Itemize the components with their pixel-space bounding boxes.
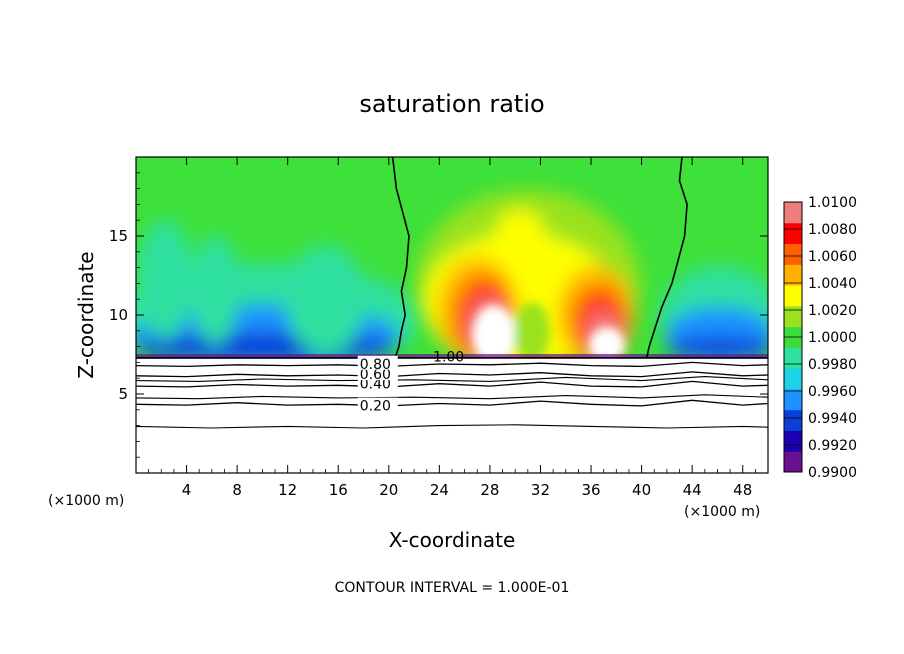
contour-line-0.60 (136, 371, 768, 378)
central-field-region (416, 190, 640, 359)
colorbar-tick-label: 1.0020 (808, 303, 857, 319)
colorbar-tick-label: 0.9980 (808, 357, 857, 373)
saturation-boundaries (391, 157, 688, 358)
x-unit-right: (×1000 m) (684, 504, 760, 520)
contour-line-0.40 (136, 380, 768, 388)
center-green-gap (514, 302, 550, 359)
x-tick-label-24: 24 (430, 481, 449, 499)
isolines-group (136, 356, 768, 429)
contour-label-0.80: 0.80 (360, 357, 391, 373)
y-tick-label-15: 15 (109, 227, 128, 245)
colorbar-swatch (784, 451, 802, 473)
colorbar-tick-label: 1.0060 (808, 249, 857, 265)
y-axis: 5 10 15 (109, 172, 768, 458)
contour-interval-footer: CONTOUR INTERVAL = 1.000E-01 (335, 580, 570, 596)
colorbar-swatch (784, 202, 802, 224)
colorbar-swatch (784, 222, 802, 245)
right-blue-band (668, 337, 768, 359)
chart-title: saturation ratio (359, 90, 544, 118)
colorbar-swatch (784, 388, 802, 411)
x-unit-left: (×1000 m) (48, 493, 124, 509)
colorbar-tick-label: 1.0080 (808, 222, 857, 238)
colorbar-tick-label: 1.0040 (808, 276, 857, 292)
colorbar-tick-label: 0.9900 (808, 465, 857, 481)
left-white-blob (472, 305, 516, 359)
x-tick-label-20: 20 (379, 481, 398, 499)
plot-area (136, 157, 768, 473)
x-tick-label-8: 8 (232, 481, 242, 499)
x-tick-label-4: 4 (182, 481, 192, 499)
x-axis-title: X-coordinate (389, 528, 516, 552)
y-axis-title: Z-coordinate (74, 251, 98, 378)
contour-label-0.20: 0.20 (360, 399, 391, 415)
left-cyan-plume-c (285, 245, 365, 355)
colorbar: 0.9900 0.9920 0.9940 0.9960 0.9980 1.0000 1.00… (783, 195, 857, 481)
saturation-field (136, 157, 768, 359)
colorbar-swatch (784, 305, 802, 328)
isoline-0 (136, 424, 768, 429)
y-tick-label-5: 5 (118, 385, 128, 403)
colorbar-tick-label: 0.9940 (808, 411, 857, 427)
right-white-blob (589, 327, 625, 359)
left-cyan-plume-b (191, 235, 239, 345)
x-tick-label-28: 28 (480, 481, 499, 499)
colorbar-tick-label: 1.0100 (808, 195, 857, 211)
x-tick-label-32: 32 (531, 481, 550, 499)
x-tick-label-44: 44 (683, 481, 702, 499)
contour-label-0.60: 0.60 (360, 367, 391, 383)
colorbar-swatch (784, 368, 802, 390)
y-tick-label-10: 10 (109, 306, 128, 324)
contour-label-1.00: 1.00 (433, 350, 464, 366)
colorbar-tick-label: 0.9920 (808, 438, 857, 454)
x-tick-label-40: 40 (632, 481, 651, 499)
colorbar-swatch (784, 409, 802, 431)
colorbar-swatch (784, 243, 802, 265)
surface-purple-fringe (136, 354, 768, 359)
boundary-line-1 (645, 157, 688, 358)
colorbar-swatch (784, 430, 802, 452)
x-tick-label-12: 12 (278, 481, 297, 499)
boundary-line-0 (391, 157, 410, 358)
right-field-region (660, 266, 768, 359)
x-tick-label-16: 16 (329, 481, 348, 499)
colorbar-swatch (784, 285, 802, 307)
contour-labels: 0.20 0.400.600.80 1.00 (357, 350, 464, 415)
contour-label-bg-0.80 (357, 355, 398, 370)
contour-label-0.40: 0.40 (360, 377, 391, 393)
x-axis: 4 8 12 16 20 24 28 32 36 40 44 48 (148, 157, 756, 499)
colorbar-swatch (784, 264, 802, 286)
central-white-blobs (472, 302, 625, 359)
central-upper-yellow (496, 210, 544, 254)
left-cyan-plume-a (137, 220, 193, 340)
contour-line-0.20 (136, 399, 768, 407)
colorbar-tick-label: 0.9960 (808, 384, 857, 400)
colorbar-swatch (784, 347, 802, 369)
contour-label-bg-0.20 (357, 397, 398, 412)
left-field-region (136, 220, 420, 359)
isoline-2 (136, 376, 768, 382)
contour-line-0.80 (136, 361, 768, 368)
x-tick-label-48: 48 (733, 481, 752, 499)
isoline-1 (136, 394, 768, 400)
colorbar-tick-label: 1.0000 (808, 330, 857, 346)
x-tick-label-36: 36 (581, 481, 600, 499)
